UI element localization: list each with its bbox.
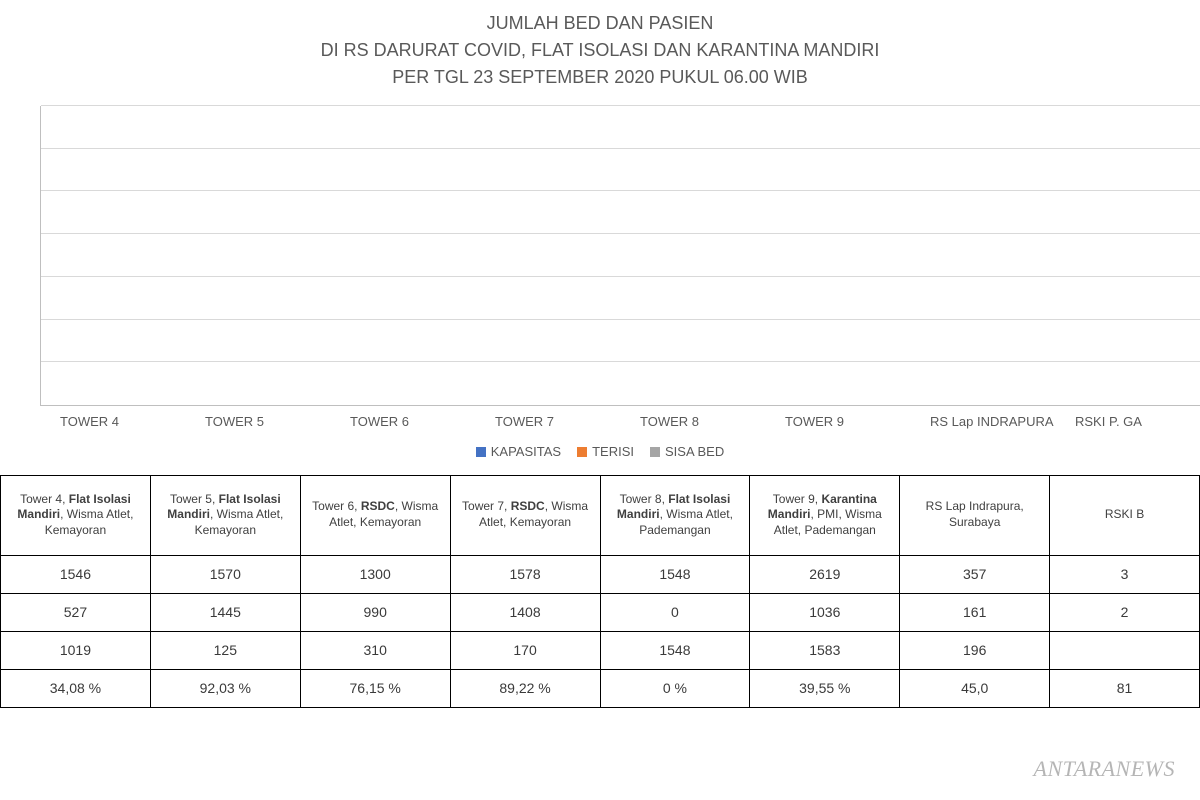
table-cell: 89,22 % [450,669,600,707]
table-cell: 161 [900,593,1050,631]
table-cell [1050,631,1200,669]
table-cell: 2 [1050,593,1200,631]
table-cell: 3 [1050,555,1200,593]
chart-plot-area [40,106,1200,406]
legend-item: TERISI [577,444,634,459]
table-cell: 1548 [600,631,750,669]
legend: KAPASITAS TERISI SISA BED [0,444,1200,460]
table-row: 101912531017015481583196 [1,631,1200,669]
legend-swatch [476,447,486,457]
legend-item: KAPASITAS [476,444,561,459]
table-cell: 1583 [750,631,900,669]
chart-container: JUMLAH BED DAN PASIEN DI RS DARURAT COVI… [0,0,1200,800]
table-header-cell: Tower 4, Flat Isolasi Mandiri, Wisma Atl… [1,475,151,555]
table-cell: 527 [1,593,151,631]
table-cell: 1300 [300,555,450,593]
table-row: 52714459901408010361612 [1,593,1200,631]
chart-title: JUMLAH BED DAN PASIEN DI RS DARURAT COVI… [0,10,1200,91]
table-cell: 196 [900,631,1050,669]
x-axis-label: TOWER 8 [630,414,775,429]
table-row: 34,08 %92,03 %76,15 %89,22 %0 %39,55 %45… [1,669,1200,707]
table-cell: 1548 [600,555,750,593]
legend-label: TERISI [592,444,634,459]
legend-swatch [577,447,587,457]
x-axis-label: TOWER 9 [775,414,920,429]
table-cell: 45,0 [900,669,1050,707]
table-cell: 357 [900,555,1050,593]
table-cell: 990 [300,593,450,631]
table-header-cell: Tower 9, Karantina Mandiri, PMI, Wisma A… [750,475,900,555]
legend-item: SISA BED [650,444,724,459]
table-cell: 1019 [1,631,151,669]
table-cell: 1445 [150,593,300,631]
table-header-cell: RS Lap Indrapura, Surabaya [900,475,1050,555]
table-cell: 0 [600,593,750,631]
table-cell: 170 [450,631,600,669]
x-axis-label: TOWER 5 [195,414,340,429]
x-axis-label: TOWER 6 [340,414,485,429]
title-line-1: JUMLAH BED DAN PASIEN [0,10,1200,37]
table-cell: 1578 [450,555,600,593]
bars-row [41,106,1200,405]
table-cell: 0 % [600,669,750,707]
x-axis-label: RS Lap INDRAPURA [920,414,1065,429]
table-cell: 39,55 % [750,669,900,707]
table-header-cell: RSKI B [1050,475,1200,555]
table-header-cell: Tower 5, Flat Isolasi Mandiri, Wisma Atl… [150,475,300,555]
x-axis-label: TOWER 4 [50,414,195,429]
table-header-row: Tower 4, Flat Isolasi Mandiri, Wisma Atl… [1,475,1200,555]
title-line-2: DI RS DARURAT COVID, FLAT ISOLASI DAN KA… [0,37,1200,64]
table-row: 1546157013001578154826193573 [1,555,1200,593]
legend-label: SISA BED [665,444,724,459]
x-axis-label: RSKI P. GA [1065,414,1200,429]
table-cell: 310 [300,631,450,669]
table-cell: 1408 [450,593,600,631]
data-table: Tower 4, Flat Isolasi Mandiri, Wisma Atl… [0,475,1200,708]
legend-swatch [650,447,660,457]
table-cell: 81 [1050,669,1200,707]
watermark: ANTARANEWS [1034,756,1175,782]
x-axis-labels: TOWER 4TOWER 5TOWER 6TOWER 7TOWER 8TOWER… [50,414,1200,429]
table-header-cell: Tower 8, Flat Isolasi Mandiri, Wisma Atl… [600,475,750,555]
table-cell: 92,03 % [150,669,300,707]
table-cell: 1570 [150,555,300,593]
title-line-3: PER TGL 23 SEPTEMBER 2020 PUKUL 06.00 WI… [0,64,1200,91]
table-header-cell: Tower 7, RSDC, Wisma Atlet, Kemayoran [450,475,600,555]
table-cell: 1036 [750,593,900,631]
x-axis-label: TOWER 7 [485,414,630,429]
table-cell: 76,15 % [300,669,450,707]
table-cell: 125 [150,631,300,669]
table-header-cell: Tower 6, RSDC, Wisma Atlet, Kemayoran [300,475,450,555]
table-cell: 1546 [1,555,151,593]
legend-label: KAPASITAS [491,444,561,459]
table-cell: 2619 [750,555,900,593]
table-cell: 34,08 % [1,669,151,707]
